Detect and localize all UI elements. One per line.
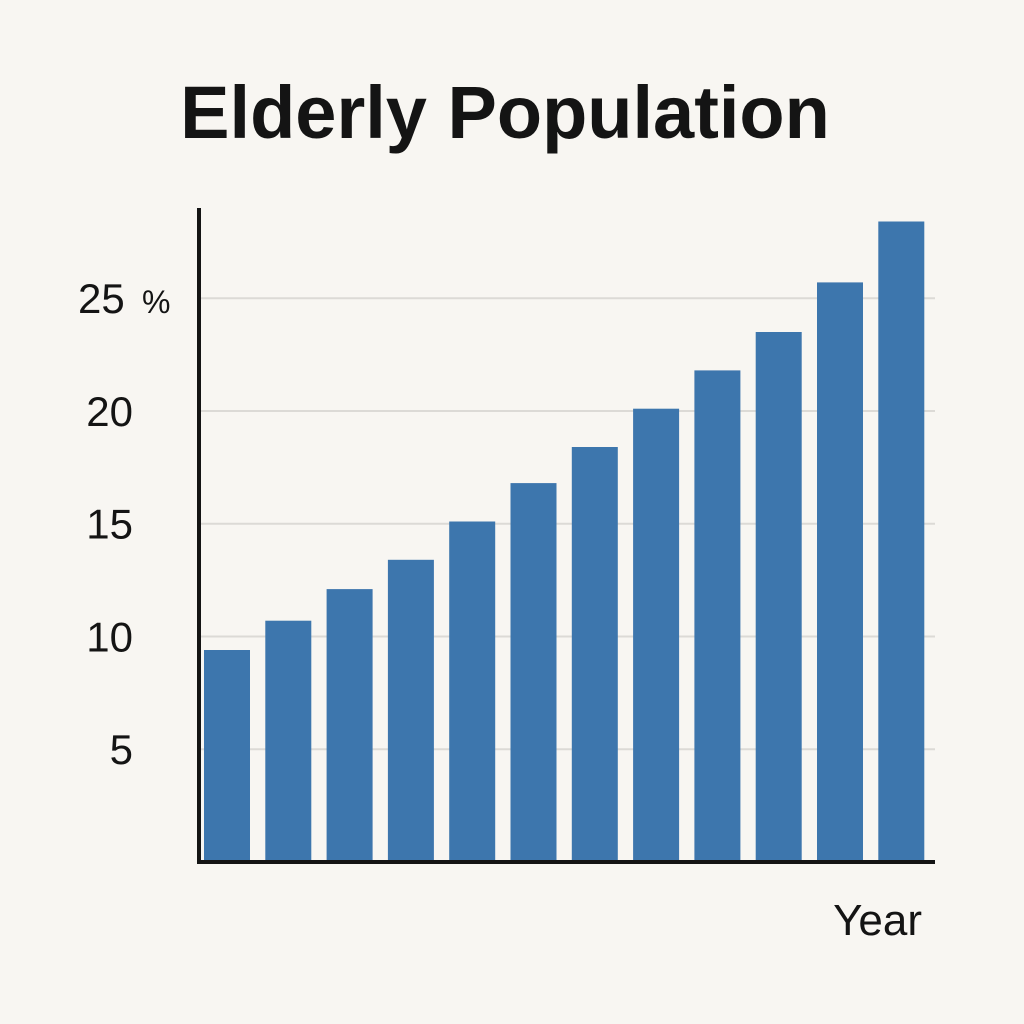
bar <box>694 370 741 862</box>
bar <box>326 589 373 862</box>
x-axis-label: Year <box>833 896 922 945</box>
bar <box>449 521 496 862</box>
y-tick-label: 15 <box>86 501 133 548</box>
bar <box>633 408 680 862</box>
y-tick-labels: 5 10 15 20 25% <box>78 275 170 773</box>
bar <box>878 221 925 862</box>
bar <box>265 620 312 862</box>
y-unit-label: % <box>142 284 170 320</box>
y-tick-label: 5 <box>110 726 133 773</box>
bars <box>204 221 925 862</box>
y-tick-label: 25 <box>78 275 125 322</box>
bar <box>817 282 863 862</box>
bar <box>571 447 618 862</box>
bar <box>755 332 802 862</box>
bar <box>204 650 250 862</box>
bar <box>387 559 434 862</box>
bar <box>510 483 557 862</box>
y-tick-label: 10 <box>86 613 133 660</box>
y-tick-label: 20 <box>86 388 133 435</box>
chart-title: Elderly Population <box>180 71 830 154</box>
